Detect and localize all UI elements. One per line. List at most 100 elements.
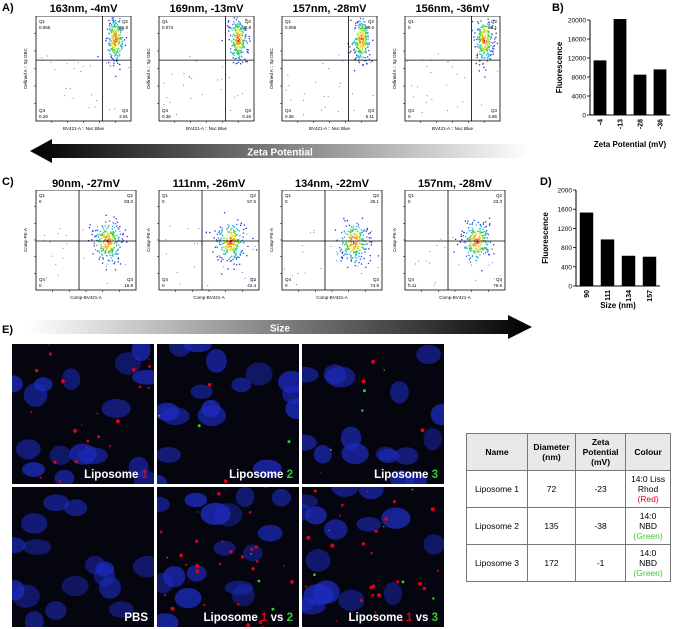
scatter-point [233,263,235,265]
scatter-point [114,19,117,22]
scatter-point [440,238,442,240]
scatter-point [113,20,115,23]
scatter-point [353,249,355,251]
scatter-point [468,254,470,256]
scatter-point [372,39,374,41]
scatter-point [483,51,486,53]
scatter-point [492,51,494,53]
scatter-point [463,241,465,244]
nucleus [416,344,441,364]
scatter-point [336,239,338,241]
scatter-point [229,34,232,37]
scatter-point [487,36,489,38]
scatter-point [377,255,380,257]
nucleus [201,399,221,418]
scatter-point [349,52,351,54]
scatter-point [476,56,478,59]
flow-plot-y-label: Defined A :: Sp DBC [146,47,151,88]
scatter-point [115,29,117,31]
scatter-point [230,237,233,239]
scatter-point [102,226,104,228]
y-tick-label: 0 [568,284,572,291]
scatter-point [483,226,485,228]
scatter-point [236,38,238,40]
scatter-point [235,234,237,236]
scatter-point [484,48,486,50]
scatter-point [241,249,243,252]
scatter-point [114,223,116,225]
scatter-point [110,31,112,34]
scatter-point [486,243,488,246]
scatter-point [471,29,473,32]
microscopy-label-name: PBS [124,612,148,624]
scatter-point [235,31,238,33]
scatter-point [366,42,369,44]
scatter-point [118,40,120,42]
scatter-point [360,263,363,265]
scatter-point [354,265,356,267]
scatter-point [354,244,357,246]
scatter-point [478,37,480,39]
scatter-point [488,53,490,56]
scatter-point [44,235,45,236]
y-tick-label: 12000 [568,56,586,63]
scatter-point [227,224,229,226]
scatter-point [236,35,239,37]
scatter-point [352,93,353,95]
microscopy-field [157,344,299,484]
scatter-point [489,36,491,38]
scatter-point [492,248,493,250]
scatter-point [114,22,117,24]
scatter-point [360,56,362,58]
scatter-point [125,37,128,39]
scatter-point [481,38,483,40]
scatter-point [354,251,356,254]
scatter-point [496,42,498,44]
nucleus [45,601,67,620]
scatter-point [462,101,464,103]
scatter-point [359,56,361,58]
scatter-point [112,253,114,255]
scatter-point [229,231,231,233]
scatter-point [359,232,361,234]
scatter-point [487,38,489,40]
scatter-point [116,24,119,26]
scatter-point [365,266,367,268]
scatter-point [108,220,111,222]
scatter-point [238,242,240,244]
scatter-point [481,26,483,28]
scatter-point [114,253,116,255]
scatter-point [112,48,114,50]
scatter-point [478,33,480,35]
scatter-point [222,258,224,261]
scatter-point [345,251,348,253]
scatter-point [118,42,121,45]
scatter-point [226,249,229,251]
scatter-point [417,86,418,88]
scatter-point [488,253,490,256]
scatter-point [108,225,110,227]
scatter-point [362,248,365,250]
scatter-point [471,243,473,245]
scatter-point [233,45,235,47]
scatter-point [119,31,122,33]
scatter-point [80,71,82,72]
scatter-point [116,60,118,62]
scatter-point [346,253,348,255]
scatter-point [479,29,481,31]
plot-frame [281,190,383,291]
scatter-point [494,38,496,40]
scatter-point [487,55,489,58]
scatter-point [355,50,357,52]
scatter-point [234,235,236,237]
scatter-point [117,249,119,251]
scatter-point [230,242,232,244]
scatter-point [357,56,359,58]
scatter-point [362,45,364,48]
scatter-point [483,49,485,51]
scatter-point [241,32,244,35]
scatter-point [105,248,107,250]
scatter-point [105,237,107,239]
panel-b-letter: B) [552,2,564,14]
scatter-point [341,256,343,258]
